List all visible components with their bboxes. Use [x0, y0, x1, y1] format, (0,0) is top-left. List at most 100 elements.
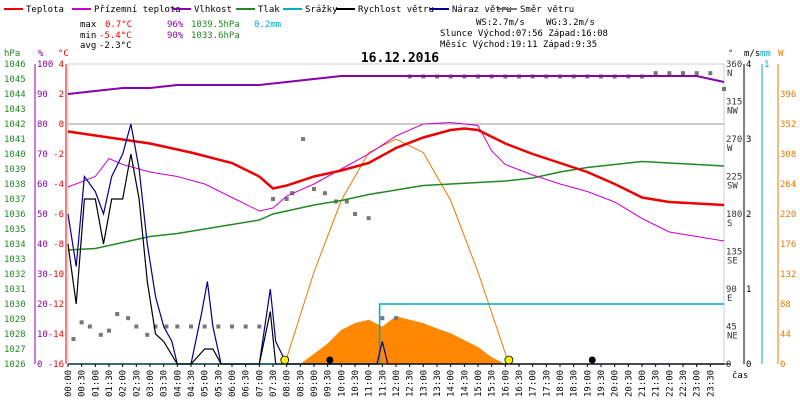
- x-axis-tick-label: 16:30: [515, 370, 525, 397]
- axis-temp-tick: -4: [53, 180, 64, 190]
- series-direction-point: [71, 337, 76, 341]
- x-axis-tick-label: 00:00: [64, 370, 74, 397]
- x-axis-tick-label: 09:30: [324, 370, 334, 397]
- axis-temp-tick: -16: [48, 360, 64, 370]
- stat-max-press: 1039.5hPa: [191, 20, 240, 30]
- plot-area: [67, 71, 726, 365]
- series-direction-point: [708, 71, 713, 76]
- stat-max-rain: 0.2mm: [254, 20, 281, 30]
- axis-dir-compass: S: [727, 219, 732, 229]
- axis-ms-tick: 0: [746, 360, 751, 370]
- x-axis-tick-label: 03:00: [146, 370, 156, 397]
- axis-pct-tick: 30: [37, 270, 48, 280]
- x-axis-tick-label: 19:00: [583, 370, 593, 397]
- series-direction-point: [164, 324, 169, 329]
- series-direction-point: [667, 71, 672, 76]
- axis-pct-tick: 0: [37, 360, 42, 370]
- series-direction-point: [134, 324, 139, 329]
- series-direction-point: [312, 187, 316, 191]
- axis-dir-tick: 0: [726, 360, 731, 370]
- x-axis-tick-label: 11:00: [365, 370, 375, 397]
- axis-wm2-tick: 220: [780, 210, 796, 220]
- x-axis-tick-label: 07:00: [255, 370, 265, 397]
- marker-sunset: [504, 355, 514, 365]
- axis-pct-tick: 100: [37, 60, 53, 70]
- axis-dir-tick: 45: [726, 323, 737, 333]
- axis-wm2-tick: 132: [780, 270, 796, 280]
- axis-wm2-tick: 396: [780, 90, 796, 100]
- axis-ms-tick: 3: [746, 135, 751, 145]
- series-direction-point: [216, 324, 221, 329]
- axis-hpa-tick: 1042: [4, 120, 26, 130]
- series-direction-point: [175, 324, 180, 329]
- x-axis-tick-label: 20:00: [611, 370, 621, 397]
- series-wind-speed: [67, 153, 724, 365]
- x-axis-tick-label: 12:00: [392, 370, 402, 397]
- axis-dir-tick: 360: [726, 60, 742, 70]
- axis-wm2-tick: 352: [780, 120, 796, 130]
- axis-dir-compass: SE: [727, 257, 738, 267]
- legend-label-teplota: Teplota: [26, 5, 64, 15]
- x-axis-tick-label: 01:00: [91, 370, 101, 397]
- axis-temp-tick: 2: [59, 90, 64, 100]
- series-direction-point: [153, 324, 158, 329]
- x-axis-tick-label: 21:00: [638, 370, 648, 397]
- axis-dir-compass: W: [727, 144, 733, 154]
- axis-dir-tick: 225: [726, 173, 742, 183]
- series-direction-point: [353, 212, 357, 216]
- axis-wm2-tick: 44: [780, 330, 791, 340]
- x-axis-tick-label: 21:30: [652, 370, 662, 397]
- stat-max-temp: 0.7°C: [105, 20, 132, 30]
- axis-hpa-tick: 1040: [4, 150, 26, 160]
- axis-temp-tick: -6: [53, 210, 64, 220]
- series-direction-point: [257, 324, 262, 329]
- axis-mm-unit: mm: [760, 49, 771, 59]
- series-direction-point: [79, 320, 84, 325]
- axis-pct-tick: 90: [37, 90, 48, 100]
- axis-hpa-tick: 1027: [4, 345, 26, 355]
- stat-min-temp: -5.4°C: [99, 31, 132, 41]
- x-axis-tick-label: 10:00: [337, 370, 347, 397]
- x-axis-unit: čas: [732, 370, 748, 381]
- x-axis-tick-label: 11:30: [378, 370, 388, 397]
- axis-hpa-tick: 1046: [4, 60, 26, 70]
- axis-ms-tick: 2: [746, 210, 751, 220]
- series-direction-point: [271, 197, 275, 201]
- stat-sun: Slunce Východ:07:56 Západ:16:08: [440, 29, 608, 39]
- x-axis-tick-label: 13:00: [419, 370, 429, 397]
- legend: Teplota Přízemní teplota Vlhkost Tlak Srážky…: [4, 5, 574, 15]
- axis-temp-tick: -12: [48, 300, 64, 310]
- axis-hpa-tick: 1039: [4, 165, 26, 175]
- stat-moon: Měsíc Východ:19:11 Západ:9:35: [440, 40, 597, 50]
- axis-pct-unit: %: [38, 49, 44, 59]
- series-pressure: [67, 160, 725, 251]
- series-direction-point: [243, 324, 248, 329]
- axis-hpa-tick: 1029: [4, 315, 26, 325]
- series-direction-point: [202, 324, 207, 329]
- series-direction-point: [653, 71, 658, 76]
- x-axis-tick-label: 12:30: [406, 370, 416, 397]
- series-direction-point: [394, 316, 398, 321]
- series-direction-point: [380, 316, 385, 321]
- legend-label-tlak: Tlak: [258, 5, 280, 15]
- x-axis-tick-label: 13:30: [433, 370, 443, 397]
- stat-min-hum: 90%: [167, 31, 184, 41]
- series-direction-point: [115, 312, 120, 316]
- x-axis-tick-label: 17:30: [542, 370, 552, 397]
- axis-dir-tick: 315: [726, 98, 742, 108]
- axis-hpa-tick: 1028: [4, 330, 26, 340]
- x-axis-tick-label: 03:30: [160, 370, 170, 397]
- x-axis-tick-label: 07:30: [269, 370, 279, 397]
- x-axis-tick-label: 02:00: [119, 370, 129, 397]
- series-direction-point: [366, 216, 371, 221]
- marker-moonset: [326, 356, 334, 364]
- axis-hpa-tick: 1038: [4, 180, 26, 190]
- x-axis-tick-label: 06:30: [242, 370, 252, 397]
- axis-temp-tick: 4: [59, 60, 64, 70]
- axis-temp-tick: -2: [53, 150, 64, 160]
- legend-label-naraz: Náraz větru: [452, 5, 512, 15]
- x-axis-tick-label: 22:00: [665, 370, 675, 397]
- legend-label-rychlost: Rychlost větru: [358, 5, 434, 15]
- x-axis-tick-label: 15:00: [474, 370, 484, 397]
